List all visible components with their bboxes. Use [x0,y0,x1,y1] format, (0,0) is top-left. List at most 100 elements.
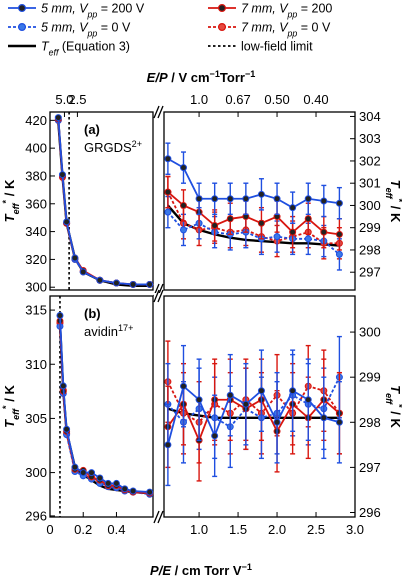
panel-b-series-a [56,312,343,496]
legend-marker-d [218,23,227,32]
panel-a-right-frame [163,111,356,291]
panel-b-ytick-label-right-0: 296 [359,505,381,520]
panel-a-point-right-a-7 [273,195,281,203]
legend-entry-a: 5 mm, Vpp = 200 V [8,2,145,20]
panel-b-analyte: avidin17+ [84,323,133,339]
legend-label-c: 5 mm, Vpp = 0 V [41,21,131,39]
panel-b-point-left-a-10 [129,487,137,495]
panel-a-ytick-label-left-0: 300 [25,280,47,295]
panel-a-point-right-c-9 [304,235,312,243]
panel-a-point-right-a-1 [179,164,187,172]
legend-entry-d: 7 mm, Vpp = 0 V [208,21,331,39]
panel-a-point-right-b-4 [226,215,234,223]
panel-b-point-left-a-1 [59,382,67,390]
bottom-tick-label-right-0: 1.0 [190,522,208,537]
panel-a-point-right-b-9 [304,215,312,223]
panel-a-ylabel-right: Teff* / K [384,180,402,223]
panel-b-point-left-a-9 [121,485,129,493]
panel-a-ytick-label-left-5: 400 [25,141,47,156]
legend-label-a: 5 mm, Vpp = 200 V [41,2,145,20]
panel-a-point-right-b-11 [335,230,343,238]
panel-a-ytick-label-right-4: 301 [359,176,381,191]
legend-entry-c: 5 mm, Vpp = 0 V [8,21,131,39]
panel-b-label: (b) [84,306,101,321]
panel-a-point-right-b-1 [179,201,187,209]
panel-a-break-mark-top-2 [157,105,164,119]
legend-marker-c [18,23,27,32]
panel-b-break-mark-top-2 [157,289,164,303]
panel-b-break-gap [154,293,163,520]
panel-a-point-left-a-0 [54,114,62,122]
panel-a-ytick-label-left-1: 320 [25,252,47,267]
bottom-axis-label: P/E / cm Torr V−1 [150,562,252,578]
panel-a-series-a [54,114,343,288]
panel-b-ylabel-left: Teff* / K [1,385,21,428]
legend-entry-lowfield: low-field limit [208,40,313,54]
panel-a: 300 320 340 360 380 400 420 297 298 299 300 301 302 3… [1,105,402,297]
panel-a-point-left-a-4 [79,268,87,276]
panel-b-point-left-a-6 [96,474,104,482]
panels: 300 320 340 360 380 400 420 297 298 299 300 301 302 3… [1,105,402,524]
panel-b-point-left-a-0 [56,312,64,319]
panel-b-line-right-d [167,381,341,424]
panel-b-break-mark-bot-1 [153,510,160,524]
panel-a-line-right-a [167,157,340,209]
legend-marker-a [18,3,27,13]
panel-b-point-left-a-5 [88,469,96,477]
panel-a-ytick-label-left-3: 360 [25,196,47,211]
panel-b-point-right-a-2 [195,396,203,404]
panel-a-ytick-label-right-6: 303 [359,131,381,146]
panel-b-ytick-label-left-1: 300 [25,465,47,480]
panel-b-ytick-label-left-4: 315 [25,303,47,318]
panel-b-point-right-a-4 [226,391,234,399]
legend-label-d: 7 mm, Vpp = 0 V [241,21,331,39]
panel-a-point-left-a-8 [146,280,154,288]
panel-a-point-left-a-1 [58,171,66,179]
panel-a-ytick-label-right-1: 298 [359,242,381,257]
panel-a-point-right-b-3 [211,221,219,229]
panel-a-point-right-a-3 [211,195,219,203]
panel-a-point-left-a-2 [63,218,71,226]
panel-b-point-left-a-2 [63,425,71,433]
panel-b-point-left-a-8 [112,479,120,487]
panel-a-ytick-label-right-2: 299 [359,220,381,235]
top-tick-label-right-3: 0.40 [303,92,328,107]
panel-a-point-right-a-8 [289,204,297,212]
panel-a-point-right-a-4 [226,195,234,203]
panel-a-break-mark-top-1 [153,105,160,119]
panel-b-point-right-a-11 [335,418,343,426]
panel-a-point-left-a-5 [96,276,104,284]
panel-b-point-right-a-8 [289,387,297,395]
panel-b-point-left-a-4 [79,469,87,477]
legend-entry-model: Teff (Equation 3) [8,40,130,58]
panel-a-point-right-a-11 [335,199,343,207]
panel-a-point-right-c-11 [335,250,343,258]
panel-b-ytick-label-left-2: 305 [25,411,47,426]
panel-b-point-left-a-3 [71,463,79,471]
panel-a-point-right-b-10 [320,228,328,236]
legend-entry-b: 7 mm, Vpp = 200 [208,2,332,20]
panel-a-ytick-label-left-4: 380 [25,168,47,183]
panel-a-point-right-a-5 [242,195,250,203]
panel-a-ylabel-left: Teff* / K [1,179,21,222]
top-tick-label-left-1: 2.5 [68,92,86,107]
panel-a-model-right [166,204,340,247]
bottom-tick-label-right-3: 2.5 [307,522,325,537]
panel-b: 296 300 305 310 315 296 297 298 299 300 Teff* / K T… [1,289,402,524]
panel-a-point-right-c-7 [273,233,281,241]
panel-a-point-right-a-0 [164,155,172,163]
panel-b-ytick-label-right-4: 300 [359,325,381,340]
legend-marker-b [218,3,227,13]
panel-a-point-right-b-6 [257,219,265,227]
panel-a-point-right-a-10 [320,197,328,205]
top-axis: E/P / V cm−1Torr−1 5.02.5 1.0 0.67 0.50 0.40 [55,69,329,117]
panel-a-label: (a) [84,122,100,137]
panel-a-ytick-label-right-7: 304 [359,109,381,124]
panel-a-ytick-label-left-2: 340 [25,224,47,239]
panel-b-ylabel-right: Teff* / K [384,385,402,428]
bottom-tick-label-right-2: 2.0 [268,522,286,537]
panel-a-point-right-b-8 [289,228,297,236]
bottom-tick-label-right-1: 1.5 [229,522,247,537]
panel-b-left-frame [49,295,154,518]
